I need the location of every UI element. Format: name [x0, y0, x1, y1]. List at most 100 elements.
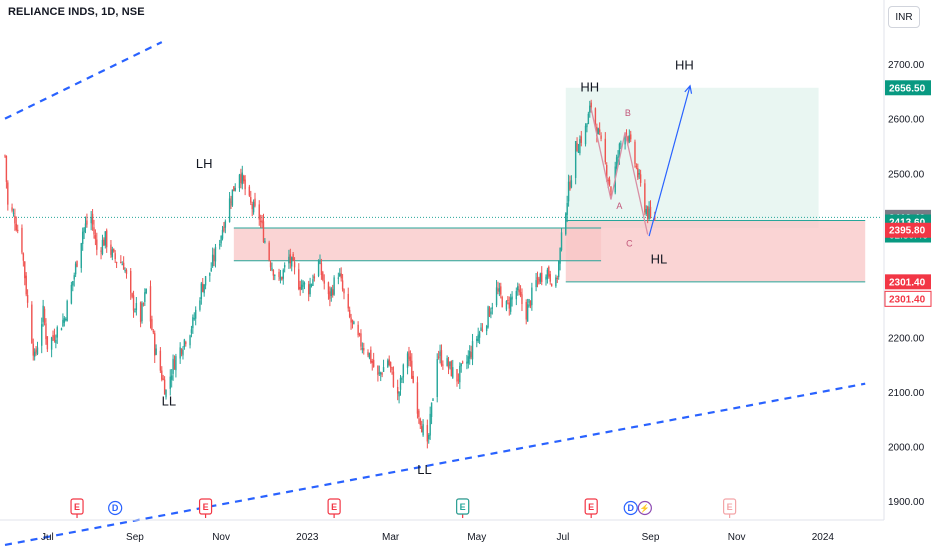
candle-body — [478, 332, 481, 338]
candle-body — [130, 270, 132, 293]
candle-body — [440, 350, 443, 366]
dividend-icon — [623, 500, 638, 516]
candle-body — [152, 330, 155, 333]
candle-body — [300, 284, 303, 290]
candle-body — [348, 310, 351, 317]
candle-body — [259, 220, 262, 222]
candle-body — [353, 321, 355, 325]
candle-body — [648, 208, 650, 220]
candle-body — [498, 288, 501, 292]
candle-body — [584, 125, 587, 145]
candle-body — [104, 231, 106, 246]
candle-body — [378, 372, 381, 374]
candle-body — [402, 364, 405, 378]
swing-label-b: B — [625, 108, 631, 118]
x-tick-label: Sep — [126, 532, 144, 543]
candle-body — [566, 202, 568, 215]
candle-body — [162, 378, 164, 380]
trendline-1 — [4, 382, 866, 547]
candle-body — [204, 276, 207, 286]
candle-body — [142, 303, 145, 305]
candle-body — [511, 296, 513, 300]
candle-body — [446, 358, 448, 366]
candle-body — [495, 287, 498, 306]
candle-body — [370, 349, 372, 363]
candle-body — [343, 289, 345, 294]
candle-body — [618, 143, 621, 158]
candle-body — [391, 367, 393, 371]
candle-body — [429, 413, 431, 436]
candle-body — [73, 275, 75, 280]
candle-body — [183, 339, 186, 348]
x-tick-label: Jul — [41, 532, 54, 543]
candle-body — [337, 277, 340, 279]
candle-body — [580, 136, 582, 143]
candle-body — [154, 333, 156, 356]
candle-body — [416, 382, 419, 414]
candle-body — [46, 336, 49, 350]
trendline-0 — [4, 41, 163, 120]
candle-body — [172, 358, 174, 374]
candle-body — [238, 174, 241, 189]
candle-body — [307, 284, 310, 295]
candle-body — [122, 262, 125, 270]
candle-body — [411, 360, 413, 379]
y-tick-label: 1900.00 — [888, 497, 925, 508]
candle-body — [333, 277, 335, 295]
candle-body — [627, 136, 629, 143]
candle-body — [574, 141, 577, 178]
y-tick-label: 2500.00 — [888, 169, 925, 180]
candle-body — [175, 356, 177, 371]
candle-body — [185, 341, 187, 345]
dividend-icon-letter: D — [627, 503, 634, 513]
candle-body — [450, 361, 453, 377]
candle-body — [230, 201, 232, 203]
candle-body — [115, 262, 118, 264]
candle-body — [409, 356, 412, 361]
candle-body — [199, 300, 201, 310]
candle-body — [121, 264, 123, 266]
candle-body — [11, 207, 13, 211]
candle-body — [466, 361, 468, 364]
earnings-icon-letter: E — [588, 502, 594, 512]
candle-body — [91, 213, 94, 225]
candle-body — [106, 230, 108, 248]
candle-body — [50, 337, 53, 350]
candle-body — [637, 168, 639, 178]
candle-body — [299, 286, 301, 290]
candle-body — [65, 319, 67, 321]
zone-resistance — [233, 227, 602, 261]
candle-body — [396, 386, 399, 394]
candle-body — [293, 262, 296, 268]
currency-button[interactable]: INR — [888, 6, 920, 28]
x-tick-label: May — [467, 532, 486, 543]
candle-body — [111, 249, 114, 257]
candle-body — [211, 254, 214, 267]
candle-body — [90, 217, 92, 224]
candle-body — [350, 317, 352, 323]
candle-body — [145, 288, 147, 294]
candle-body — [558, 260, 560, 278]
price-label-green: 2656.50 — [889, 83, 926, 94]
x-tick-label: Nov — [212, 532, 230, 543]
candle-body — [55, 339, 57, 343]
candle-body — [45, 323, 47, 340]
x-tick-label: Mar — [382, 532, 400, 543]
candle-body — [500, 286, 502, 295]
candle-body — [169, 376, 171, 389]
candle-body — [538, 278, 540, 284]
candle-body — [634, 141, 636, 164]
earnings-icon-positive-letter: E — [460, 502, 466, 512]
candle-body — [549, 274, 551, 282]
candle-body — [144, 292, 146, 302]
candle-body — [579, 139, 581, 154]
candle-body — [594, 108, 597, 124]
candle-body — [430, 402, 433, 417]
candle-body — [439, 351, 441, 357]
candle-body — [15, 223, 17, 231]
candle-body — [339, 273, 341, 277]
candle-body — [268, 242, 270, 261]
candle-body — [4, 155, 6, 157]
candle-body — [330, 288, 332, 296]
